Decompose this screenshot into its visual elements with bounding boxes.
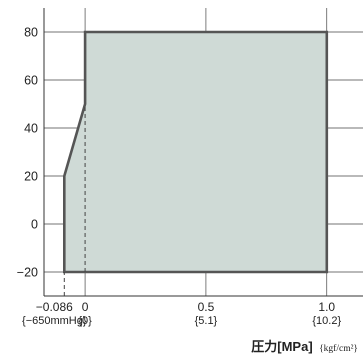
y-tick-label: −20 [17,266,38,280]
x-tick-sublabel: {−650mmHg} [22,315,87,327]
x-tick-label: −0.086 [36,300,73,314]
y-tick-label: 60 [24,74,38,88]
axis-frame [43,8,363,297]
operating-region-layer [63,30,329,296]
operating-region [63,30,329,274]
x-tick-label: 1.0 [318,300,335,314]
x-tick-sublabel: {0} [78,315,92,327]
y-tick-label: 20 [24,170,38,184]
y-tick-label: 40 [24,122,38,136]
x-axis-label-unit: {kgf/cm²} [319,343,358,354]
y-tick-label: 80 [24,26,38,40]
x-axis-label-main: 圧力[MPa] [251,339,312,354]
x-tick-label: 0.5 [198,300,215,314]
x-tick-label: 0 [82,300,89,314]
x-tick-sublabel: {10.2} [312,315,341,327]
x-tick-sublabel: {5.1} [195,315,218,327]
tick-labels: 806040200−20−0.086{−650mmHg}0{0}0.5{5.1}… [17,26,342,328]
y-tick-label: 0 [31,218,38,232]
x-axis-label: 圧力[MPa] {kgf/cm²} [251,338,358,355]
